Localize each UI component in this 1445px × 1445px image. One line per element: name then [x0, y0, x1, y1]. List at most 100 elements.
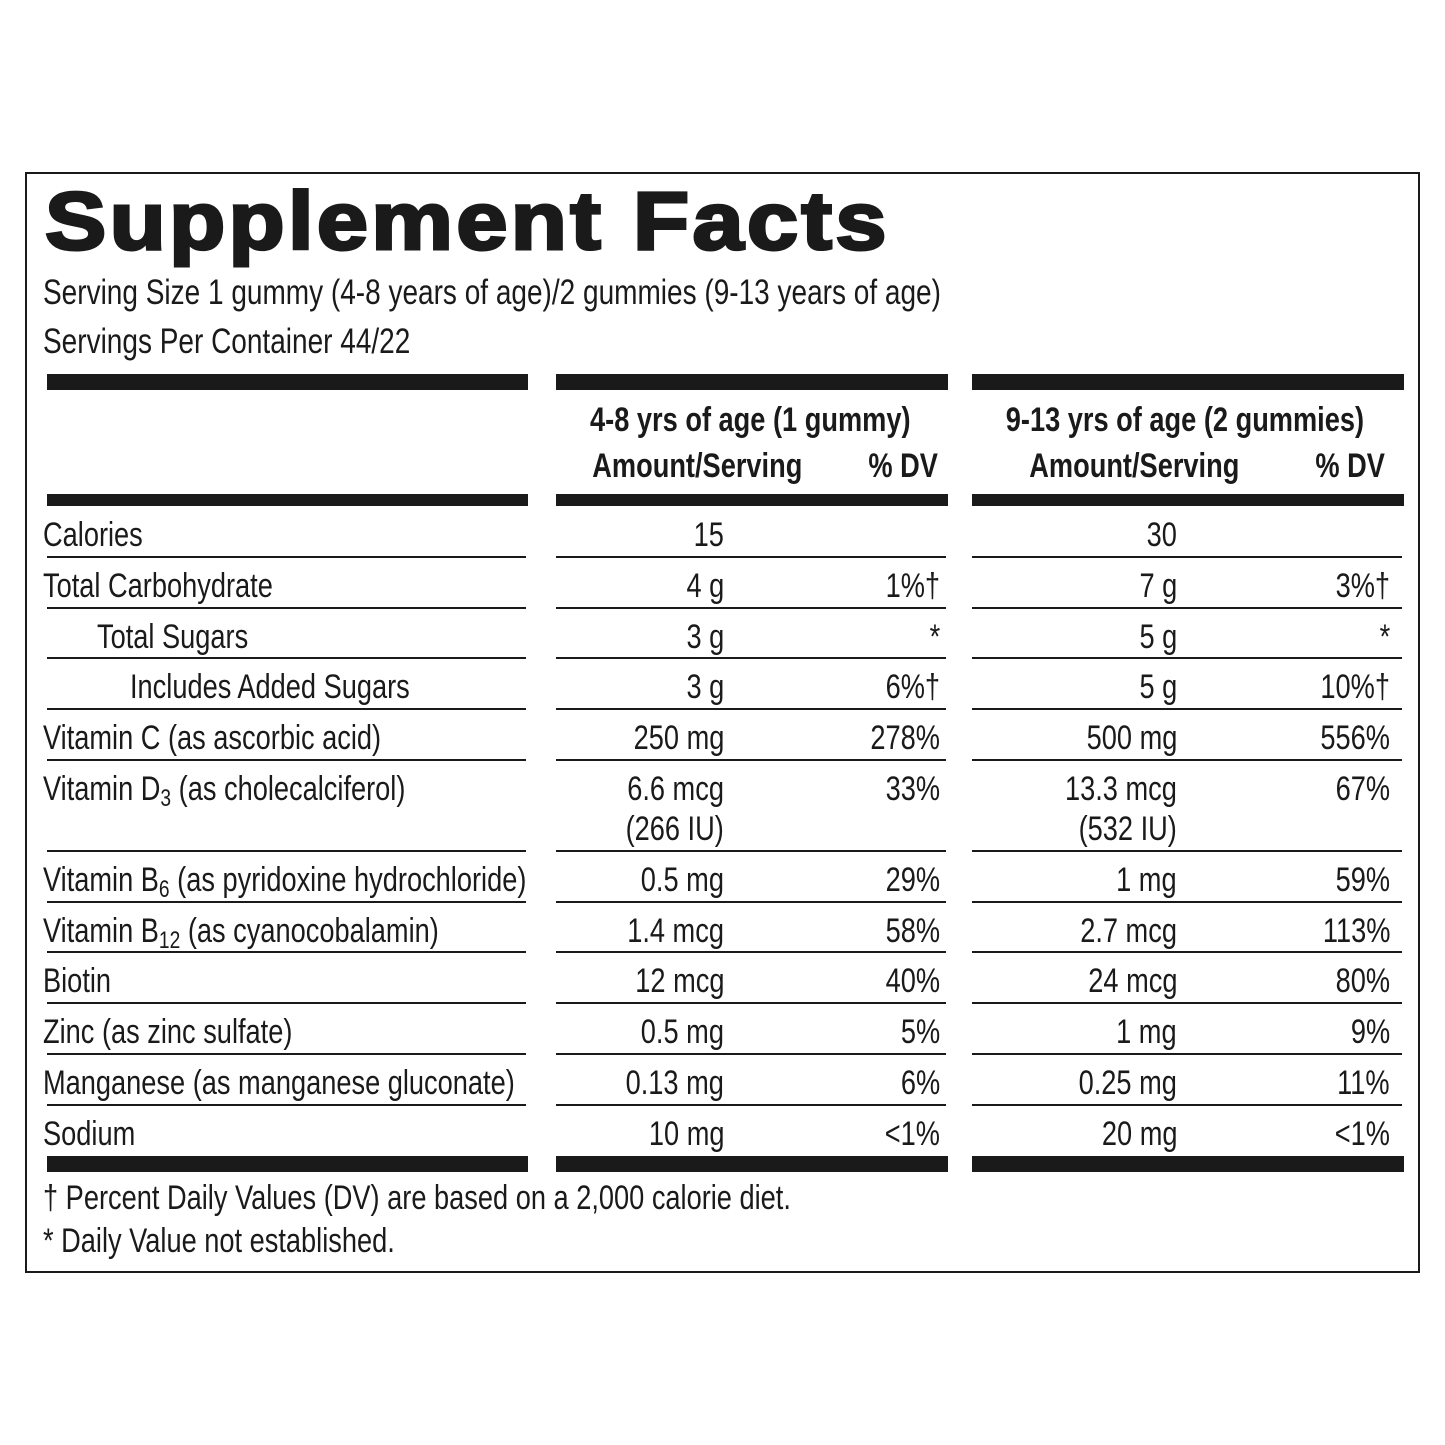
- amount-text: 1 mg: [1116, 1013, 1177, 1052]
- amount: 10 mg: [0, 1114, 724, 1154]
- daily-value-text: 3%†: [1335, 566, 1390, 605]
- footnote-text: † Percent Daily Values (DV) are based on…: [43, 1178, 791, 1217]
- row-label-text: Vitamin C (as ascorbic acid): [43, 718, 381, 758]
- amount-header-text: Amount/Serving: [591, 447, 803, 485]
- thick-rule: [556, 1155, 948, 1172]
- serving-size: Serving Size 1 gummy (4-8 years of age)/…: [43, 273, 1165, 313]
- amount: 15: [0, 515, 724, 555]
- amount-text: 5 g: [1139, 617, 1177, 656]
- dv-header-text: % DV: [1315, 447, 1385, 485]
- row-label: Total Sugars: [97, 617, 286, 657]
- row-rule: [556, 555, 946, 558]
- row-label-text: Calories: [43, 515, 143, 555]
- nutrient-name: Total Carbohydrate: [43, 566, 273, 605]
- row-rule: [47, 849, 526, 852]
- amount: 3 g: [0, 617, 724, 657]
- daily-value: <1%: [140, 1114, 940, 1154]
- footnote: † Percent Daily Values (DV) are based on…: [43, 1178, 978, 1218]
- row-rule: [47, 1053, 526, 1055]
- row-rule: [47, 1103, 526, 1106]
- daily-value-text: 113%: [1322, 911, 1390, 950]
- amount: 0.13 mg: [0, 1063, 724, 1103]
- row-rule: [556, 849, 946, 852]
- nutrient-subscript: 12: [158, 926, 181, 954]
- amount-note: (532 IU): [377, 809, 1177, 849]
- row-label: Vitamin B12 (as cyanocobalamin): [43, 911, 538, 954]
- row-label-text: Vitamin B6 (as pyridoxine hydrochloride): [43, 860, 526, 904]
- nutrient-name: Vitamin B: [43, 860, 159, 899]
- row-rule: [47, 951, 526, 954]
- nutrient-source: (as pyridoxine hydrochloride): [169, 860, 527, 899]
- row-label: Vitamin D3 (as cholecalciferol): [43, 769, 496, 812]
- row-rule: [556, 1103, 946, 1106]
- daily-value: 33%: [140, 769, 940, 809]
- daily-value: 58%: [140, 911, 940, 951]
- amount-note-text: (532 IU): [1078, 810, 1177, 848]
- nutrient-source: (as cyanocobalamin): [180, 911, 439, 950]
- daily-value-text: 278%: [870, 719, 940, 758]
- daily-value-text: 29%: [885, 860, 940, 899]
- amount: 0.25 mg: [377, 1063, 1177, 1103]
- nutrient-name: Total Sugars: [97, 617, 249, 656]
- amount: 20 mg: [377, 1114, 1177, 1154]
- nutrient-name: Sodium: [43, 1114, 136, 1153]
- daily-value-text: 80%: [1335, 962, 1390, 1001]
- amount: 30: [377, 515, 1177, 555]
- amount-text: 24 mcg: [1087, 962, 1177, 1001]
- row-rule: [556, 759, 946, 761]
- row-label-text: Vitamin D3 (as cholecalciferol): [43, 769, 405, 813]
- daily-value: 40%: [140, 961, 940, 1001]
- row-label: Calories: [43, 515, 168, 555]
- daily-value-text: 5%: [900, 1013, 940, 1052]
- amount-text: 250 mg: [633, 719, 724, 758]
- amount-text: 12 mcg: [634, 962, 724, 1001]
- row-label-text: Sodium: [43, 1114, 135, 1154]
- amount-header: Amount/Serving: [734, 446, 1445, 486]
- daily-value-text: 11%: [1337, 1064, 1390, 1102]
- row-rule: [972, 708, 1402, 711]
- row-label: Manganese (as manganese gluconate): [43, 1063, 633, 1103]
- daily-value: 67%: [590, 769, 1390, 809]
- row-rule: [972, 1002, 1402, 1005]
- daily-value-text: *: [929, 617, 940, 656]
- daily-value: 59%: [590, 860, 1390, 900]
- daily-value: *: [590, 617, 1390, 657]
- amount-text: 3 g: [686, 668, 724, 707]
- thick-rule: [556, 374, 948, 390]
- amount-text: 0.25 mg: [1078, 1064, 1177, 1102]
- amount-text: 30: [1146, 516, 1177, 554]
- nutrient-subscript: 6: [158, 875, 170, 903]
- daily-value-text: <1%: [1334, 1114, 1390, 1153]
- amount-text: 2.7 mcg: [1080, 911, 1177, 950]
- row-label-text: Total Sugars: [97, 617, 248, 657]
- thick-rule: [972, 494, 1404, 506]
- nutrient-name: Zinc (as zinc sulfate): [43, 1013, 293, 1052]
- amount: 13.3 mcg: [377, 769, 1177, 809]
- row-label-text: Total Carbohydrate: [43, 566, 273, 606]
- dv-header-text: % DV: [868, 447, 938, 485]
- thick-rule: [972, 1155, 1404, 1172]
- amount-text: 10 mg: [648, 1114, 724, 1153]
- row-rule: [47, 708, 526, 711]
- row-label-text: Zinc (as zinc sulfate): [43, 1012, 292, 1052]
- row-label-text: Vitamin B12 (as cyanocobalamin): [43, 911, 439, 955]
- footnote-text: * Daily Value not established.: [43, 1221, 395, 1260]
- daily-value-text: 33%: [885, 770, 940, 808]
- amount-text: 13.3 mcg: [1065, 770, 1177, 808]
- column-group-header: 4-8 yrs of age (1 gummy): [350, 400, 1150, 440]
- row-rule: [972, 606, 1402, 609]
- nutrient-subscript: 3: [160, 785, 172, 812]
- nutrient-name: Vitamin C (as ascorbic acid): [43, 719, 382, 758]
- nutrient-name: Biotin: [43, 962, 112, 1001]
- amount: 7 g: [377, 566, 1177, 606]
- daily-value-text: *: [1379, 617, 1390, 656]
- amount: 5 g: [377, 667, 1177, 707]
- amount-text: 0.5 mg: [640, 1013, 724, 1052]
- row-rule: [972, 657, 1402, 660]
- row-rule: [972, 759, 1402, 761]
- daily-value: 80%: [590, 961, 1390, 1001]
- amount-text: 0.13 mg: [625, 1064, 724, 1102]
- label-frame: [25, 172, 1420, 1273]
- amount: 0.5 mg: [0, 1012, 724, 1052]
